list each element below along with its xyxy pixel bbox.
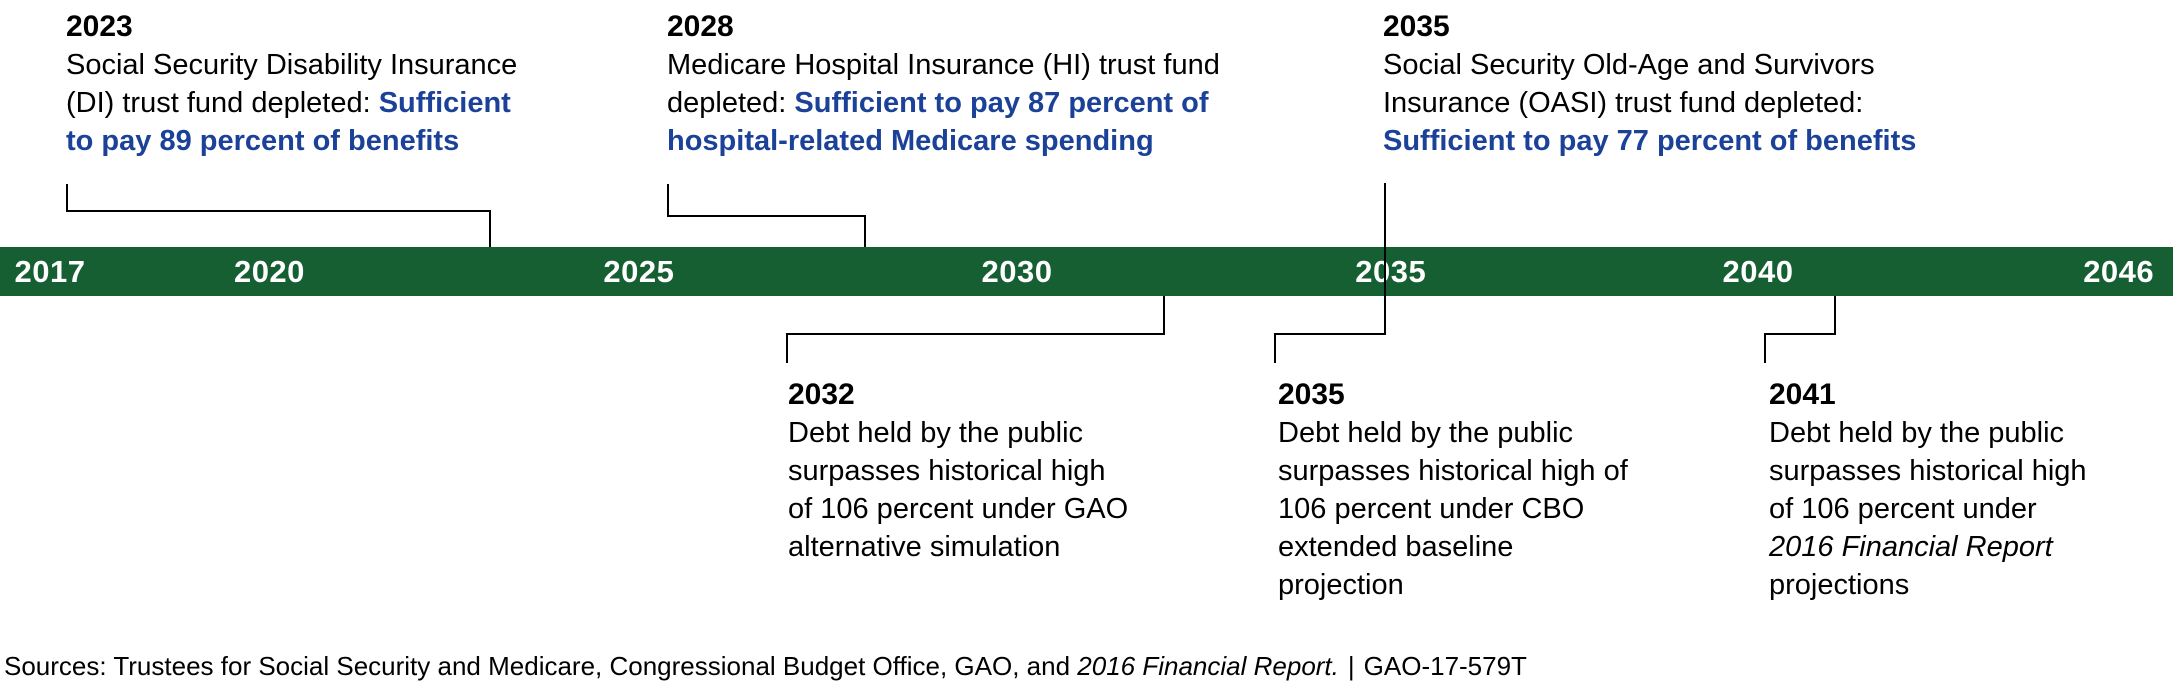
event-year: 2041 (1769, 378, 1836, 411)
event-line: projections (1769, 569, 1910, 601)
connector-2041-stub (1764, 333, 1766, 363)
event-year: 2032 (788, 378, 855, 411)
connector-2032-drop (1163, 296, 1165, 335)
sources-text: Sources: Trustees for Social Security an… (4, 651, 1078, 681)
report-number: GAO-17-579T (1363, 651, 1527, 681)
connector-2041-drop (1834, 296, 1836, 335)
timeline-year-2025: 2025 (603, 253, 675, 289)
event-description: Social Security Disability Insurance (DI… (66, 46, 536, 160)
event-line: of 106 percent under (1769, 493, 2037, 525)
event-text-highlight: Sufficient to pay 87 percent of hospital… (667, 87, 1209, 157)
event-line-italic: 2016 Financial Report (1769, 531, 2053, 563)
event-text-plain: Social Security Disability Insurance (DI… (66, 49, 518, 119)
sources-report-title: 2016 Financial Report. (1077, 651, 1339, 681)
connector-2028-horizontal (667, 215, 866, 217)
sources-note: Sources: Trustees for Social Security an… (4, 650, 1527, 682)
event-top-2023-di-trust-fund: 2023 Social Security Disability Insuranc… (66, 8, 536, 160)
connector-2028-drop (864, 215, 866, 247)
connector-2035-horizontal (1274, 333, 1386, 335)
event-line: extended baseline (1278, 531, 1514, 563)
event-top-2035-oasi-trust-fund: 2035 Social Security Old-Age and Survivo… (1383, 8, 1983, 160)
connector-2032-stub (786, 333, 788, 363)
event-line: surpasses historical high (1769, 455, 2087, 487)
event-bottom-2032-debt-gao: 2032 Debt held by the public surpasses h… (788, 376, 1128, 566)
timeline-year-2046: 2046 (2083, 253, 2155, 289)
event-year: 2023 (66, 10, 133, 43)
connector-2035-stub (1274, 333, 1276, 363)
event-year: 2028 (667, 10, 734, 43)
event-line: of 106 percent under GAO (788, 493, 1129, 525)
event-top-2028-medicare-hi: 2028 Medicare Hospital Insurance (HI) tr… (667, 8, 1237, 160)
connector-2028-stub (667, 184, 669, 217)
connector-2023-stub (66, 184, 68, 212)
event-line: 106 percent under CBO (1278, 493, 1585, 525)
event-year: 2035 (1383, 10, 1450, 43)
timeline-bar: 2017 2020 2025 2030 2035 2040 2046 (0, 247, 2173, 296)
event-description: Medicare Hospital Insurance (HI) trust f… (667, 46, 1237, 160)
sources-divider: | (1347, 651, 1355, 681)
timeline-year-2017: 2017 (14, 253, 86, 289)
event-line: alternative simulation (788, 531, 1061, 563)
timeline-year-2035: 2035 (1355, 253, 1427, 289)
event-line: projection (1278, 569, 1404, 601)
connector-2041-horizontal (1764, 333, 1836, 335)
event-text-plain: Medicare Hospital Insurance (HI) trust f… (667, 49, 1220, 119)
connector-2035-vertical (1384, 183, 1386, 335)
timeline-year-2030: 2030 (981, 253, 1053, 289)
event-description: Social Security Old-Age and Survivors In… (1383, 46, 1983, 160)
event-line: Debt held by the public (1278, 417, 1574, 449)
event-line: Debt held by the public (1769, 417, 2065, 449)
event-bottom-2041-debt-financial-report: 2041 Debt held by the public surpasses h… (1769, 376, 2087, 604)
event-line: surpasses historical high (788, 455, 1106, 487)
event-text-plain: Social Security Old-Age and Survivors In… (1383, 49, 1875, 119)
event-text-highlight: Sufficient to pay 89 percent of benefits (66, 87, 511, 157)
event-bottom-2035-debt-cbo: 2035 Debt held by the public surpasses h… (1278, 376, 1628, 604)
event-text-highlight: Sufficient to pay 77 percent of benefits (1383, 125, 1917, 157)
event-line: surpasses historical high of (1278, 455, 1628, 487)
event-line: Debt held by the public (788, 417, 1084, 449)
timeline-year-2020: 2020 (233, 253, 305, 289)
connector-2023-horizontal (66, 210, 491, 212)
connector-2032-horizontal (786, 333, 1165, 335)
timeline-year-2040: 2040 (1722, 253, 1794, 289)
event-year: 2035 (1278, 378, 1345, 411)
connector-2023-drop (489, 210, 491, 247)
